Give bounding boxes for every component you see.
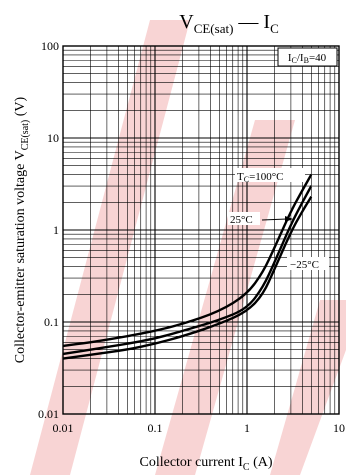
watermark-logo xyxy=(30,20,346,475)
y-tick-label: 0.01 xyxy=(38,407,59,421)
grid-lines xyxy=(63,46,339,414)
x-tick-label: 1 xyxy=(244,421,250,435)
chart-title: VCE(sat) — IC xyxy=(179,11,279,36)
x-tick-label: 0.01 xyxy=(53,421,74,435)
series-label-100c: TC=100°C xyxy=(235,168,305,184)
x-tick-label: 0.1 xyxy=(148,421,163,435)
series-label-25c: 25°C xyxy=(228,212,293,226)
data-curves xyxy=(62,173,313,360)
svg-text:TC=100°C: TC=100°C xyxy=(237,171,284,184)
x-tick-label: 10 xyxy=(333,421,345,435)
x-axis-label: Collector current IC (A) xyxy=(139,455,272,473)
y-tick-label: 100 xyxy=(41,39,59,53)
y-tick-label: 0.1 xyxy=(44,315,59,329)
y-tick-label: 10 xyxy=(47,131,59,145)
svg-text:−25°C: −25°C xyxy=(290,259,319,271)
x-tick-labels: 0.01 0.1 1 10 xyxy=(53,421,346,435)
y-tick-labels: 0.01 0.1 1 10 100 xyxy=(38,39,59,421)
y-tick-label: 1 xyxy=(53,223,59,237)
series-line-2 xyxy=(62,195,313,360)
svg-text:25°C: 25°C xyxy=(230,214,253,226)
series-line-0 xyxy=(62,173,313,348)
series-label-minus25c: −25°C xyxy=(287,257,329,271)
condition-label: IC/IB=40 xyxy=(288,52,327,65)
series-line-1 xyxy=(62,184,313,356)
condition-box xyxy=(277,47,338,67)
y-axis-label: Collector-emitter saturation voltage VCE… xyxy=(13,96,31,363)
